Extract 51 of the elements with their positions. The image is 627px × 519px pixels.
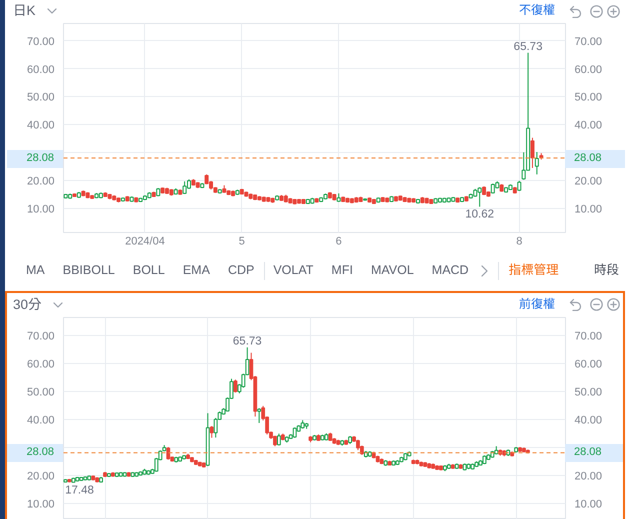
x-tick-label: 8 (516, 236, 522, 248)
y-tick-label: 70.00 (26, 36, 55, 48)
text: CDP (228, 262, 254, 279)
annotation: 17.48 (65, 484, 94, 496)
ref-line-label: 28.08 (565, 150, 625, 168)
chart-title: 日K (13, 2, 36, 20)
y2-tick-label: 40.00 (574, 120, 602, 132)
text: 時段 (594, 262, 620, 279)
text: MFI (331, 262, 353, 279)
y2-tick-label: 50.00 (574, 92, 602, 104)
text: MA (26, 262, 45, 279)
y2-tick-label: 20.00 (574, 176, 602, 188)
x-tick-label: 6 (336, 236, 342, 248)
text: 指標管理 (508, 262, 559, 279)
y-tick-label: 50.00 (26, 386, 55, 398)
y-tick-label: 20.00 (26, 176, 55, 188)
text: BBIBOLL (62, 262, 115, 279)
text: 28.08 (26, 152, 54, 164)
y-tick-label: 10.00 (26, 203, 55, 216)
y-tick-label: 60.00 (26, 64, 55, 76)
text: MAVOL (370, 262, 414, 279)
chart-title: 30分 (13, 296, 42, 314)
y-tick-label: 70.00 (26, 330, 55, 342)
chart-subtitle: 前復權 (519, 296, 556, 313)
y2-tick-label: 70.00 (574, 330, 602, 342)
y-tick-label: 40.00 (26, 414, 55, 426)
annotation: 65.73 (232, 335, 262, 348)
y-tick-label: 50.00 (26, 92, 55, 104)
chart-subtitle: 不復權 (519, 2, 556, 20)
text: VOLAT (273, 262, 314, 279)
ref-line-label: 28.08 (565, 444, 623, 462)
y2-tick-label: 10.00 (574, 498, 602, 510)
y2-tick-label: 40.00 (574, 414, 602, 426)
annotation: 65.73 (514, 40, 542, 53)
text: BOLL (132, 262, 165, 279)
text: MACD (432, 262, 469, 279)
y-tick-label: 20.00 (26, 470, 55, 482)
y2-tick-label: 10.00 (574, 203, 602, 216)
text: 28.08 (26, 446, 54, 458)
x-tick-label: 5 (238, 236, 245, 248)
y2-tick-label: 60.00 (574, 358, 602, 370)
y2-tick-label: 20.00 (574, 470, 602, 482)
y2-tick-label: 50.00 (574, 386, 602, 398)
y2-tick-label: 70.00 (574, 36, 602, 48)
y-tick-label: 40.00 (26, 120, 55, 132)
annotation: 10.62 (465, 208, 494, 221)
text: EMA (182, 262, 210, 279)
y-tick-label: 10.00 (26, 498, 55, 510)
x-tick-label: 2024/04 (125, 236, 165, 248)
y2-tick-label: 60.00 (574, 64, 602, 76)
y-tick-label: 60.00 (26, 358, 55, 370)
